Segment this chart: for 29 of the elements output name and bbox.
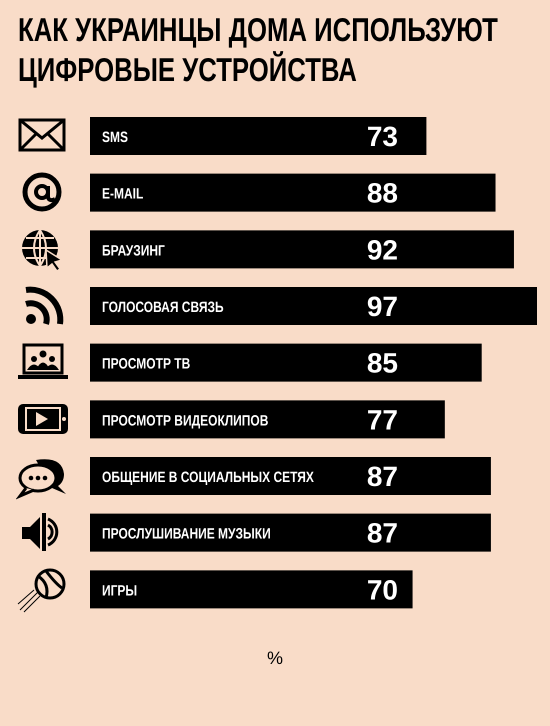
data-label: 87 [366, 518, 398, 549]
chart-title: КАК УКРАИНЦЫ ДОМА ИСПОЛЬЗУЮТ ЦИФРОВЫЕ УСТРОЙСТВА [18, 10, 499, 90]
bar [90, 117, 426, 155]
bar [90, 457, 491, 495]
y-tick-label: E-MAIL [102, 185, 144, 202]
bar [90, 174, 496, 212]
y-tick-label: ПРОСЛУШИВАНИЕ МУЗЫКИ [102, 525, 271, 542]
data-label: 92 [366, 234, 398, 266]
data-label: 85 [366, 348, 398, 379]
data-label: 73 [366, 121, 398, 152]
data-label: 88 [366, 178, 398, 209]
y-tick-label: ПРОСМОТР ВИДЕОКЛИПОВ [102, 412, 269, 429]
bar [90, 344, 482, 382]
y-tick-label: БРАУЗИНГ [102, 242, 166, 259]
bar [90, 400, 445, 438]
bar [90, 514, 491, 552]
y-tick-label: SMS [102, 128, 128, 146]
data-label: 97 [366, 291, 398, 322]
data-label: 87 [366, 461, 398, 492]
bar [90, 287, 537, 325]
y-tick-label: ОБЩЕНИЕ В СОЦИАЛЬНЫХ СЕТЯХ [102, 468, 314, 486]
data-label: 70 [366, 574, 398, 606]
data-label: 77 [366, 404, 398, 436]
y-tick-label: ИГРЫ [102, 582, 138, 599]
y-tick-label: ПРОСМОТР ТВ [102, 355, 190, 372]
bar [90, 230, 514, 268]
bar [90, 570, 413, 608]
x-axis-title: % [266, 648, 284, 669]
y-tick-label: ГОЛОСОВАЯ СВЯЗЬ [102, 298, 224, 316]
